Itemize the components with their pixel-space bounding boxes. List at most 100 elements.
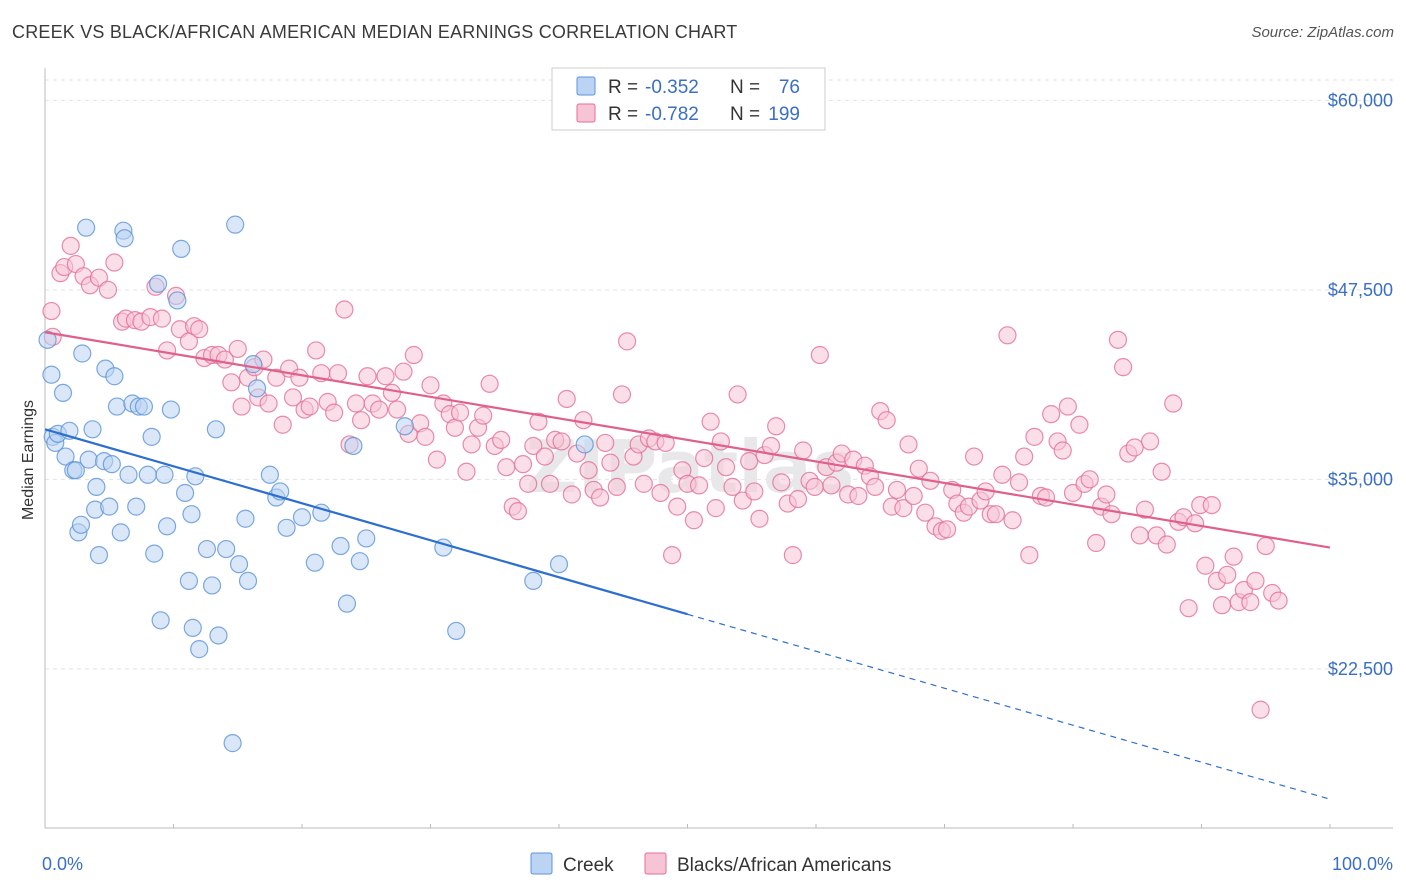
black-point-118 [728, 385, 747, 404]
black-point-23 [190, 320, 209, 339]
black-point-213 [1251, 700, 1270, 719]
y-tick-label-3: $60,000 [1328, 90, 1393, 110]
black-point-93 [591, 488, 610, 507]
black-point-126 [772, 473, 791, 492]
black-point-28 [222, 373, 241, 392]
creek-point-56 [229, 555, 249, 574]
black-point-116 [716, 458, 736, 477]
creek-point-75 [447, 621, 466, 641]
black-point-149 [899, 435, 918, 454]
creek-point-15 [83, 420, 102, 439]
y-tick-labels: $22,500 $35,000 $47,500 $60,000 [1328, 90, 1393, 679]
black-point-0 [42, 301, 61, 321]
black-point-129 [788, 489, 808, 509]
legend-black-swatch [576, 103, 596, 123]
creek-point-50 [202, 576, 222, 595]
black-point-147 [887, 480, 907, 500]
black-point-169 [1009, 473, 1029, 492]
creek-point-21 [100, 497, 119, 516]
creek-point-64 [277, 518, 296, 537]
creek-point-40 [161, 400, 181, 419]
black-point-86 [552, 432, 571, 451]
creek-point-17 [87, 477, 106, 496]
creek-point-5 [53, 383, 73, 403]
creek-point-68 [331, 536, 350, 556]
legend-creek-swatch [576, 76, 596, 96]
black-point-121 [745, 482, 764, 501]
black-point-216 [1269, 591, 1288, 610]
black-point-190 [1125, 438, 1144, 457]
black-point-84 [540, 474, 560, 493]
black-point-57 [387, 400, 407, 419]
black-point-200 [1179, 599, 1198, 618]
legend-creek-r-label: R = [608, 77, 638, 98]
black-point-165 [986, 505, 1006, 524]
creek-point-24 [107, 397, 127, 416]
source-label: Source: ZipAtlas.com [1251, 24, 1394, 41]
creek-point-65 [292, 508, 312, 527]
black-point-161 [964, 447, 984, 466]
creek-point-52 [209, 626, 228, 645]
black-point-196 [1157, 535, 1176, 554]
black-point-187 [1108, 330, 1128, 349]
creek-point-72 [357, 529, 376, 548]
creek-point-23 [105, 367, 124, 386]
black-point-168 [1003, 511, 1022, 530]
black-point-35 [259, 394, 278, 413]
black-point-98 [618, 332, 637, 351]
creek-point-57 [236, 509, 255, 528]
black-point-166 [993, 465, 1012, 484]
creek-point-36 [148, 274, 168, 293]
black-trend-line [44, 331, 1331, 549]
black-point-95 [601, 453, 620, 472]
black-point-113 [701, 412, 720, 431]
legend-creek-r: -0.352 [645, 77, 699, 98]
creek-point-12 [73, 344, 92, 363]
trend-lines [44, 331, 1331, 800]
creek-point-69 [337, 594, 357, 613]
black-point-40 [290, 368, 309, 387]
black-point-174 [1036, 488, 1056, 507]
black-point-51 [352, 411, 371, 430]
legend-black-r-label: R = [608, 104, 638, 125]
black-point-88 [562, 485, 581, 504]
black-point-68 [450, 403, 470, 422]
creek-point-66 [305, 553, 324, 572]
creek-point-27 [115, 229, 134, 248]
bottom-legend-creek-label: Creek [563, 855, 614, 876]
creek-point-60 [247, 379, 267, 398]
creek-point-61 [260, 465, 279, 484]
black-point-204 [1202, 495, 1221, 515]
creek-point-18 [89, 546, 109, 565]
black-point-206 [1212, 596, 1232, 615]
black-point-193 [1140, 432, 1160, 451]
black-point-75 [492, 430, 511, 450]
creek-point-42 [172, 239, 191, 258]
black-point-120 [740, 452, 759, 471]
black-point-58 [394, 362, 413, 381]
black-point-4 [61, 236, 80, 255]
legend-black-r: -0.782 [645, 104, 699, 125]
black-point-91 [579, 461, 598, 480]
black-point-73 [480, 374, 499, 393]
black-point-171 [1020, 546, 1039, 565]
black-point-79 [513, 455, 533, 474]
y-tick-label-2: $47,500 [1328, 280, 1393, 300]
black-point-50 [346, 394, 366, 413]
creek-point-46 [183, 618, 202, 637]
creek-point-54 [223, 734, 242, 753]
black-point-143 [866, 477, 885, 496]
black-point-101 [634, 474, 653, 493]
black-point-56 [382, 383, 402, 403]
black-point-97 [612, 385, 632, 404]
creek-point-53 [217, 539, 236, 559]
bottom-legend-black-label: Blacks/African Americans [677, 855, 891, 876]
black-point-104 [651, 483, 670, 503]
creek-point-30 [127, 497, 146, 516]
series-black-points [42, 236, 1288, 719]
creek-point-59 [244, 355, 263, 374]
black-point-207 [1218, 565, 1237, 584]
black-point-76 [497, 458, 516, 477]
black-point-107 [668, 497, 687, 516]
black-point-94 [596, 433, 615, 453]
